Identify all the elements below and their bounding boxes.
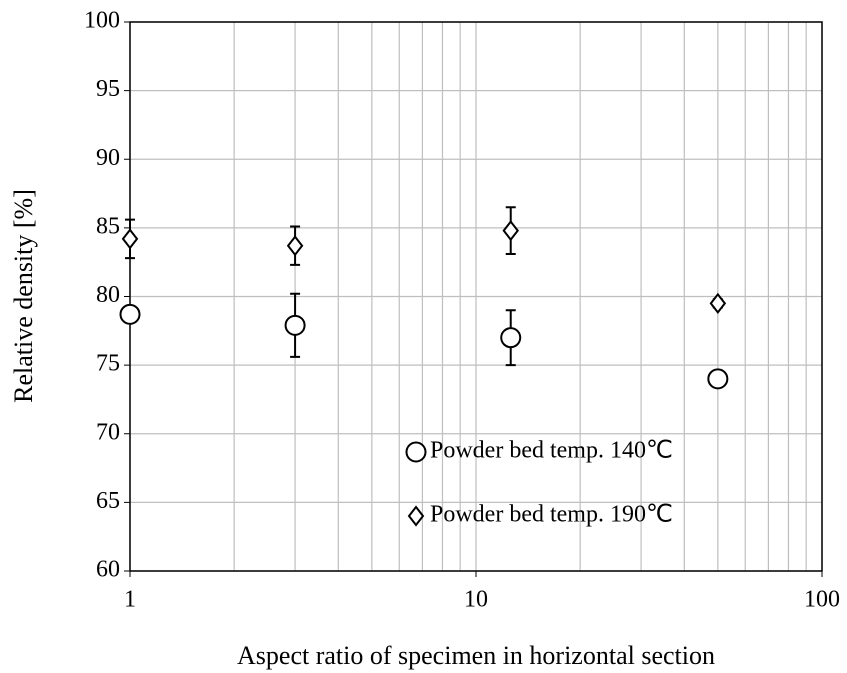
plot-frame [129,21,823,572]
y-tick-label: 90 [96,145,120,171]
legend-label: Powder bed temp. 140℃ [430,438,673,464]
point [502,219,519,242]
point [286,235,304,257]
legend-marker [407,505,425,527]
point [121,228,139,250]
x-tick-label: 100 [804,587,840,613]
point [707,368,729,390]
point [284,314,306,336]
x-axis-label: Aspect ratio of specimen in horizontal s… [237,641,715,670]
legend-label: Powder bed temp. 190℃ [430,502,673,528]
point [500,327,522,349]
y-tick-label: 75 [96,351,120,377]
point [119,303,141,325]
y-tick-label: 70 [96,419,120,445]
legend-marker [405,441,427,463]
point [709,292,727,314]
x-tick-label: 1 [124,587,136,613]
y-tick-label: 60 [96,557,120,583]
x-tick-label: 10 [464,587,488,613]
y-tick-label: 85 [96,213,120,239]
y-tick-label: 65 [96,488,120,514]
y-axis-label: Relative density [%] [9,189,38,403]
y-tick-label: 95 [96,76,120,102]
y-tick-label: 80 [96,282,120,308]
y-tick-label: 100 [84,8,120,34]
